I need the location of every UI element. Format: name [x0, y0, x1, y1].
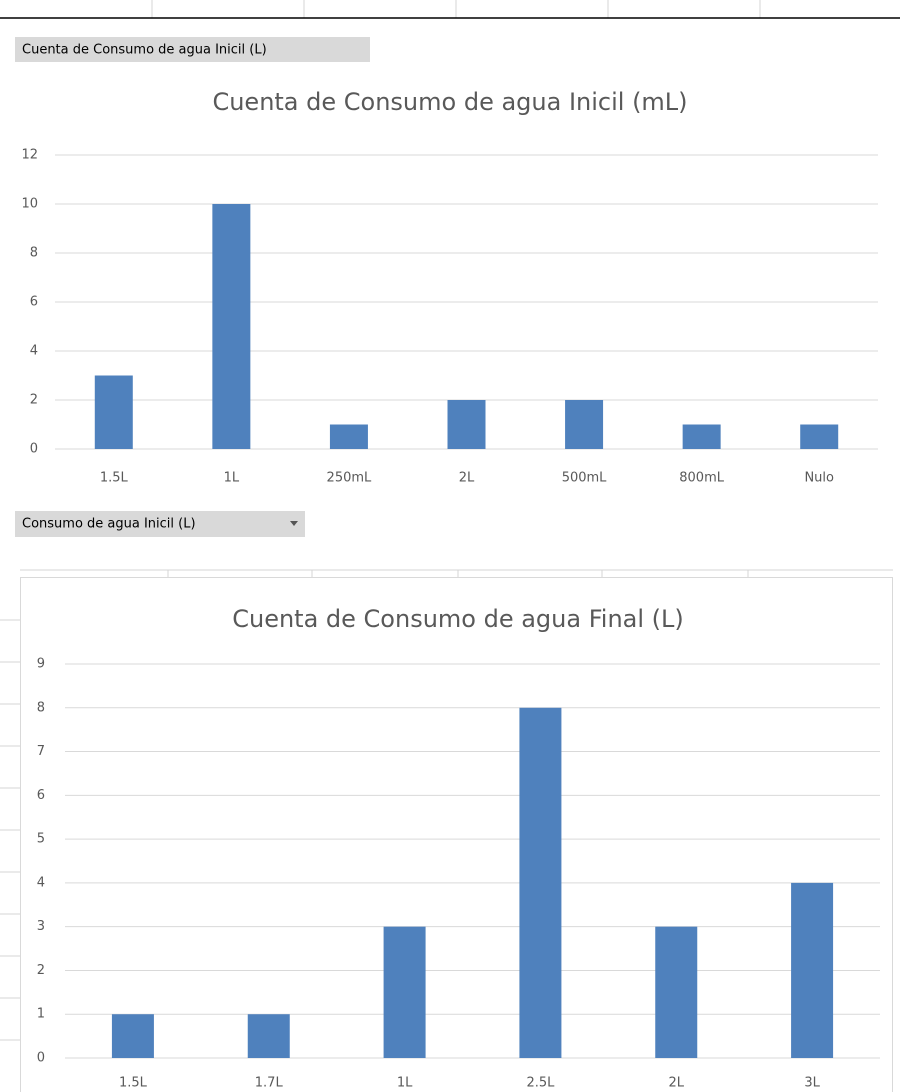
y-tick-label: 6 — [30, 295, 38, 310]
y-tick-label: 10 — [21, 197, 38, 212]
y-tick-label: 5 — [37, 832, 45, 847]
y-tick-label: 0 — [37, 1051, 45, 1066]
x-tick-label: 1.5L — [119, 1076, 148, 1091]
x-tick-label: 3L — [804, 1076, 820, 1091]
x-tick-label: 2.5L — [526, 1076, 555, 1091]
chart-title: Cuenta de Consumo de agua Final (L) — [232, 605, 684, 633]
y-tick-label: 0 — [30, 442, 38, 457]
y-tick-label: 3 — [37, 919, 45, 934]
bar — [212, 204, 251, 449]
y-tick-label: 1 — [37, 1007, 45, 1022]
y-tick-label: 8 — [37, 700, 45, 715]
x-tick-label: Nulo — [804, 471, 834, 486]
dropdown-arrow[interactable] — [290, 521, 298, 526]
bar — [447, 400, 486, 449]
bar — [655, 926, 698, 1058]
bar — [329, 424, 368, 449]
x-tick-label: 2L — [459, 471, 475, 486]
bar — [800, 424, 839, 449]
y-tick-label: 9 — [37, 657, 45, 672]
y-tick-label: 6 — [37, 788, 45, 803]
field-button-label: Cuenta de Consumo de agua Inicil (L) — [22, 43, 267, 58]
x-tick-label: 1.5L — [100, 471, 129, 486]
bar — [111, 1014, 154, 1058]
y-tick-label: 8 — [30, 246, 38, 261]
bar — [565, 400, 604, 449]
field-button-label: Consumo de agua Inicil (L) — [22, 517, 196, 532]
bar — [247, 1014, 290, 1058]
field-button[interactable] — [15, 511, 305, 537]
bar — [383, 926, 426, 1058]
x-tick-label: 500mL — [562, 471, 607, 486]
field-button[interactable] — [15, 37, 370, 62]
bar — [519, 707, 562, 1058]
bar — [791, 882, 834, 1058]
bar — [682, 424, 721, 449]
y-tick-label: 4 — [37, 875, 45, 890]
chart-frame — [20, 577, 893, 1092]
chart-title: Cuenta de Consumo de agua Inicil (mL) — [212, 88, 687, 116]
y-tick-label: 4 — [30, 344, 38, 359]
y-tick-label: 7 — [37, 744, 45, 759]
x-tick-label: 1L — [224, 471, 240, 486]
x-tick-label: 1L — [397, 1076, 413, 1091]
bar — [94, 375, 133, 449]
x-tick-label: 1.7L — [255, 1076, 284, 1091]
cell-borders — [0, 0, 893, 1041]
x-tick-label: 250mL — [327, 471, 372, 486]
x-tick-label: 800mL — [679, 471, 724, 486]
y-tick-label: 2 — [30, 393, 38, 408]
y-tick-label: 2 — [37, 963, 45, 978]
y-tick-label: 12 — [21, 148, 38, 163]
x-tick-label: 2L — [668, 1076, 684, 1091]
